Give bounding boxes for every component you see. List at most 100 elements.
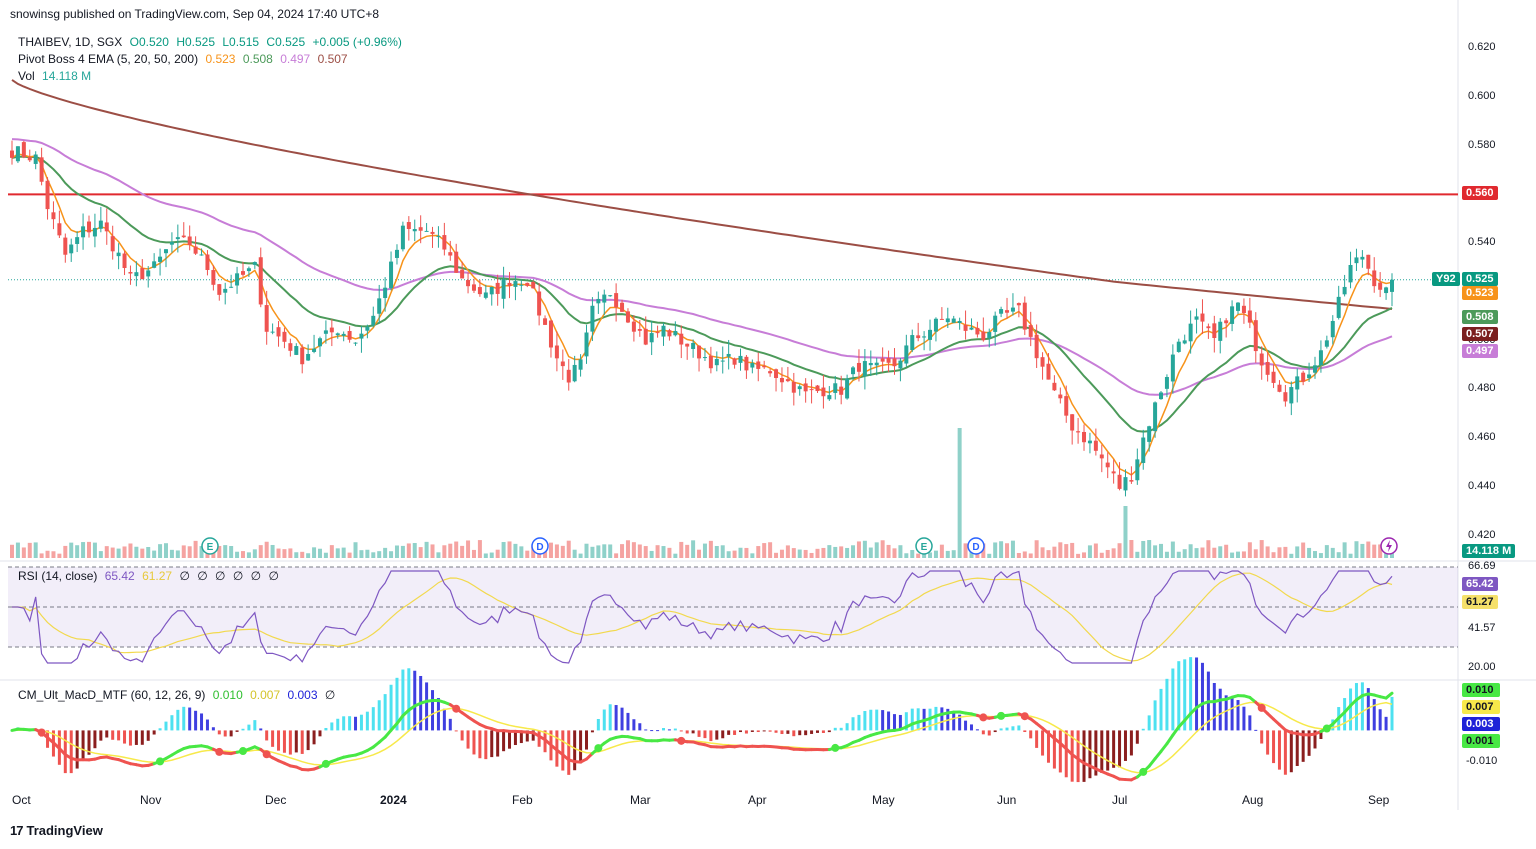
candle-body — [768, 371, 773, 374]
candle — [1123, 469, 1128, 497]
candle — [158, 248, 163, 276]
candle — [128, 265, 133, 285]
volume-bar — [572, 549, 577, 558]
candle — [1277, 380, 1282, 393]
volume-bar — [1117, 543, 1122, 558]
macd-hist-bar — [715, 730, 719, 740]
volume-bar — [768, 542, 773, 558]
candle — [1010, 293, 1015, 316]
candle-body — [774, 369, 779, 379]
volume-legend: Vol 14.118 M — [18, 69, 95, 83]
macd-hist-bar — [667, 729, 671, 731]
volume-bar — [614, 553, 619, 558]
volume-bar — [1330, 547, 1335, 558]
volume-bar — [1064, 544, 1069, 558]
candle — [406, 216, 411, 241]
macd-hist-bar — [1212, 682, 1216, 731]
volume-bar — [1034, 540, 1039, 558]
macd-hist-bar — [1218, 688, 1222, 731]
candle — [631, 315, 636, 342]
volume-bar — [720, 545, 725, 558]
candle-body — [229, 286, 234, 288]
macd-hist-bar — [182, 706, 186, 731]
candle — [898, 357, 903, 382]
candle-body — [785, 379, 790, 382]
price-tick-label: 0.620 — [1468, 41, 1496, 54]
macd-hist-bar — [365, 711, 369, 731]
candle-body — [163, 249, 168, 254]
macd-hist-bar — [602, 709, 606, 731]
macd-hist-bar — [898, 714, 902, 731]
candle — [1046, 353, 1051, 380]
macd-hist-bar — [993, 730, 997, 733]
volume-bar — [282, 549, 287, 558]
candle-body — [430, 231, 435, 234]
candle-body — [892, 358, 897, 367]
candle-body — [217, 284, 222, 295]
candle — [519, 279, 524, 292]
tradingview-brand[interactable]: 17 TradingView — [10, 823, 103, 838]
candle-body — [519, 284, 524, 286]
candle-body — [608, 295, 613, 297]
volume-bar — [128, 543, 133, 558]
macd-hist-bar — [205, 719, 209, 731]
rsi-name[interactable]: RSI (14, close) — [18, 569, 98, 583]
macd-hist-bar — [916, 708, 920, 731]
price-tick-label: 0.420 — [1468, 528, 1496, 541]
volume-bar — [1005, 543, 1010, 558]
volume-bar — [1082, 552, 1087, 558]
volume-bar — [1170, 541, 1175, 558]
volume-bar — [821, 547, 826, 558]
macd-hist-bar — [650, 730, 654, 732]
volume-bar — [1129, 540, 1134, 558]
macd-hist-bar — [531, 730, 535, 741]
candle — [104, 208, 109, 245]
candle-body — [1218, 321, 1223, 341]
volume-bar — [51, 551, 56, 558]
candle-body — [1176, 341, 1181, 352]
volume-bar — [418, 547, 423, 558]
volume-bar — [1111, 548, 1116, 558]
candle-body — [673, 331, 678, 336]
volume-bar — [904, 553, 909, 558]
candle-body — [365, 326, 370, 331]
candle-body — [1390, 279, 1394, 292]
volume-bar — [732, 550, 737, 558]
ema200-line — [11, 79, 1393, 310]
macd-name[interactable]: CM_Ult_MacD_MTF (60, 12, 26, 9) — [18, 688, 206, 702]
volume-bar — [1295, 546, 1300, 558]
candle-body — [702, 357, 707, 359]
candle — [625, 308, 630, 324]
volume-bar — [566, 540, 571, 558]
volume-name[interactable]: Vol — [18, 69, 35, 83]
candle — [845, 374, 850, 400]
candle — [282, 327, 287, 349]
candle-body — [489, 286, 494, 295]
month-label: Sep — [1368, 793, 1390, 807]
volume-bar — [1224, 544, 1229, 558]
macd-hist-bar — [395, 677, 399, 731]
candle-body — [1099, 454, 1104, 459]
symbol-name[interactable]: THAIBEV, 1D, SGX — [18, 35, 123, 49]
candle — [531, 280, 536, 289]
macd-hist-bar — [407, 668, 411, 731]
candle — [21, 140, 26, 159]
volume-bar — [477, 540, 482, 558]
rsi-ma-badge: 61.27 — [1462, 595, 1498, 609]
candle — [1301, 370, 1306, 386]
volume-bar — [294, 552, 299, 558]
candle — [33, 151, 38, 170]
volume-bar — [1247, 542, 1252, 558]
volume-bar — [1052, 546, 1057, 558]
macd-hist-bar — [496, 730, 500, 757]
volume-bar — [554, 544, 559, 558]
event-marker-circle — [915, 537, 933, 555]
candle-body — [1212, 323, 1217, 339]
candle-body — [1123, 477, 1128, 491]
volume-bar — [383, 547, 388, 558]
ema-indicator-name[interactable]: Pivot Boss 4 EMA (5, 20, 50, 200) — [18, 52, 199, 66]
volume-bar — [187, 546, 192, 558]
candle — [501, 266, 506, 309]
candle — [762, 360, 767, 369]
candle — [1212, 315, 1217, 353]
